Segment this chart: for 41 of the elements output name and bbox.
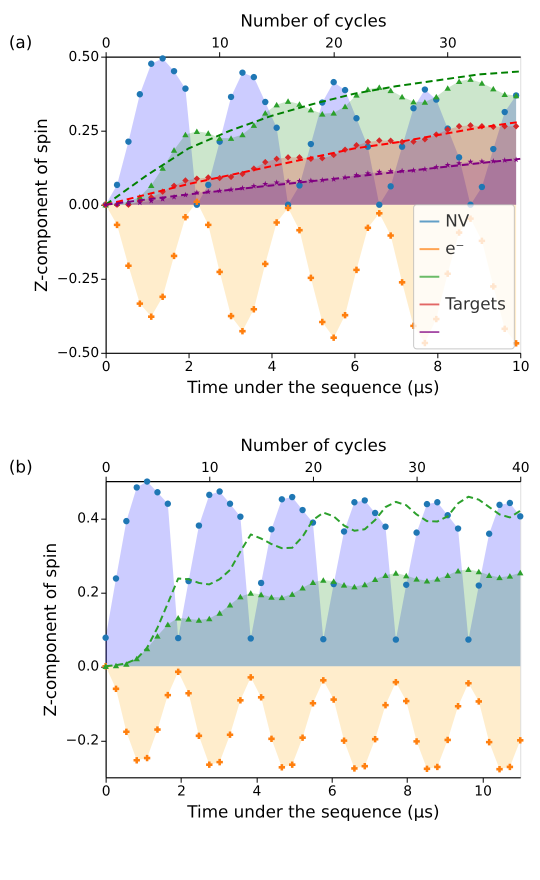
y-tick-label: −0.25 (56, 271, 100, 288)
x-tick-label: 8 (433, 359, 442, 376)
y-tick-label: −0.2 (66, 732, 100, 749)
x2-axis-title: Number of cycles (240, 435, 387, 456)
y-tick-label: 0.00 (68, 197, 100, 214)
legend-label: NV (445, 210, 470, 230)
x-tick-label: 2 (177, 784, 186, 800)
x2-tick-label: 10 (200, 460, 219, 476)
x2-tick-label: 10 (211, 35, 229, 52)
legend-label: e⁻ (445, 238, 464, 258)
y-axis-title: Z-component of spin (40, 542, 60, 717)
y-tick-label: 0.4 (77, 510, 100, 527)
x-axis-title: Time under the sequence (μs) (186, 801, 440, 822)
chart-title: (a) (8, 32, 32, 52)
y-tick-label: 0.0 (77, 658, 100, 675)
x-tick-label: 8 (403, 784, 412, 800)
x2-axis-title: Number of cycles (240, 10, 387, 31)
x-tick-label: 4 (252, 784, 262, 800)
x-tick-label: 10 (512, 359, 530, 376)
x2-tick-label: 30 (439, 35, 457, 52)
x2-tick-label: 20 (325, 35, 343, 52)
x2-tick-label: 0 (102, 35, 111, 52)
chart-title: (b) (8, 456, 33, 476)
x-tick-label: 4 (268, 359, 277, 376)
y-tick-label: 0.50 (68, 49, 100, 66)
x-tick-label: 10 (474, 784, 492, 800)
x2-tick-label: 40 (512, 460, 530, 476)
x2-tick-label: 30 (408, 460, 426, 476)
x-tick-label: 0 (102, 359, 111, 376)
y-tick-label: −0.50 (56, 345, 100, 362)
x-tick-label: 6 (350, 359, 360, 376)
x-axis-title: Time under the sequence (μs) (186, 376, 440, 397)
x-tick-label: 0 (102, 784, 111, 800)
x-tick-label: 6 (328, 784, 337, 800)
x2-tick-label: 20 (304, 460, 322, 476)
legend-label: Targets (444, 293, 506, 314)
y-axis-title: Z-component of spin (30, 118, 51, 292)
x2-tick-label: 0 (102, 460, 111, 476)
y-tick-label: 0.2 (77, 584, 100, 601)
x-tick-label: 2 (184, 359, 194, 376)
y-tick-label: 0.25 (68, 123, 100, 140)
